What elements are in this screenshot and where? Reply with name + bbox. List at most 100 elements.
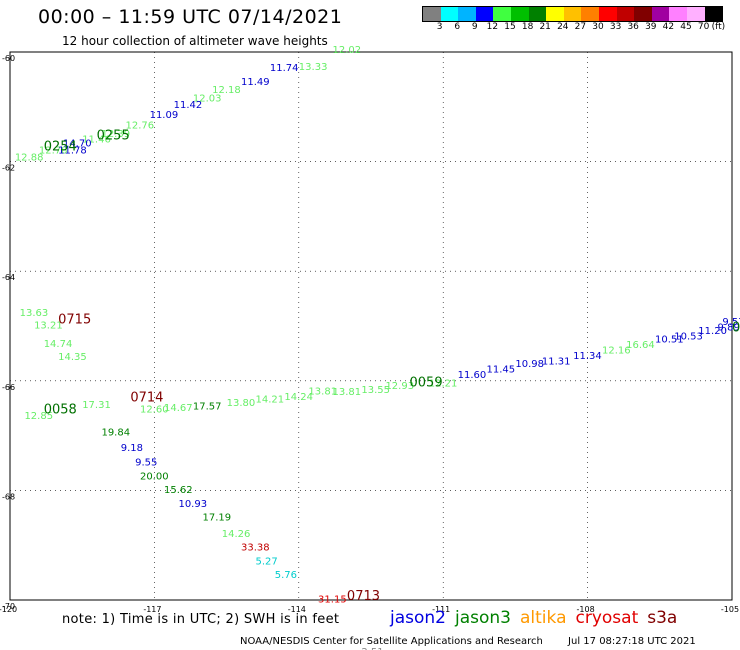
wave-height-label: 12.18 [212, 85, 241, 96]
wave-height-label: 11.09 [150, 110, 179, 121]
pass-time-label: 0715 [58, 312, 91, 327]
pass-time-label: 0714 [130, 391, 163, 406]
footer: NOAA/NESDIS Center for Satellite Applica… [240, 636, 696, 647]
wave-height-label: 12.39 [101, 129, 130, 140]
color-swatch [634, 7, 652, 21]
wave-height-label: 12.60 [140, 405, 169, 416]
lat-tick-label: -66 [2, 383, 15, 392]
color-scale-label: 6 [454, 22, 461, 32]
wave-height-label: 12.85 [24, 411, 53, 422]
wave-height-label: 9.57 [722, 317, 740, 328]
wave-height-label: 11.20 [698, 326, 727, 337]
color-scale-label: 45 [680, 22, 692, 32]
color-swatch [458, 7, 476, 21]
wave-height-label: 13.21 [34, 321, 63, 332]
color-scale-label: 21 [539, 22, 551, 32]
wave-height-label: 13.63 [20, 308, 49, 319]
color-scale-label: 3 [436, 22, 443, 32]
lat-tick-label: -68 [2, 492, 15, 501]
generated-timestamp: Jul 17 08:27:18 UTC 2021 [568, 636, 696, 647]
legend-entry-jason2: jason2 [390, 608, 446, 628]
wave-height-label: 9.18 [121, 443, 143, 454]
lon-tick-label: -117 [143, 605, 161, 614]
color-scale-labels: 3 6 9 12 15 18 21 24 27 30 33 36 39 42 45 70 (ft) [422, 22, 740, 34]
wave-height-label: 14.70 [63, 138, 92, 149]
lat-tick-label: -64 [2, 273, 15, 282]
axis-tick-labels: -120 -117 -114 -111 -108 -105 -60 -62 -64 -66 -68 -… [0, 54, 739, 614]
wave-height-label: 14.24 [284, 392, 313, 403]
wave-height-label: 13.55 [361, 385, 390, 396]
wave-height-label: 14.35 [58, 352, 87, 363]
wave-height-label: 10.53 [674, 332, 703, 343]
wave-height-label: 13.33 [299, 62, 328, 73]
wave-height-label: 16.64 [626, 340, 655, 351]
color-swatch [616, 7, 635, 21]
pass-time-label: 0255 [97, 129, 130, 144]
wave-height-label: 17.31 [82, 400, 111, 411]
graticule [9, 51, 733, 601]
color-swatch [598, 7, 617, 21]
legend-entry-altika: altika [520, 608, 567, 628]
wave-height-label: 12.76 [126, 121, 155, 132]
wave-height-label: 11.46 [82, 134, 111, 145]
wave-height-label: 9.89 [718, 322, 740, 333]
wave-height-label: 12.88 [15, 153, 44, 164]
color-swatch [563, 7, 582, 21]
units-note: note: 1) Time is in UTC; 2) SWH is in fe… [62, 612, 340, 627]
wave-height-label: 10.51 [655, 334, 684, 345]
wave-height-label: 13.81 [332, 387, 361, 398]
pass-time-labels: 0254 0255 0715 0714 0058 0059 0100 0713 [44, 129, 740, 604]
color-scale-label: 33 [609, 22, 622, 32]
lon-tick-label: -108 [577, 605, 595, 614]
wave-height-label: 12.03 [193, 93, 222, 104]
lat-tick-label: -60 [2, 54, 15, 63]
color-swatch [475, 7, 494, 21]
wave-height-label: 20.00 [140, 471, 169, 482]
color-swatch [493, 7, 511, 21]
wave-height-label: 33.38 [241, 543, 270, 554]
wave-height-label: 14.74 [44, 339, 73, 350]
wave-height-label: 5.76 [275, 570, 297, 581]
wave-height-label: 12.16 [602, 345, 631, 356]
color-scale-label: 9 [471, 22, 478, 32]
color-swatch [581, 7, 599, 21]
wave-height-label: 11.49 [241, 77, 270, 88]
legend-entry-s3a: s3a [647, 608, 678, 628]
color-scale-label: 36 [627, 22, 639, 32]
color-scale-bar [422, 6, 724, 22]
color-scale-label: 39 [645, 22, 657, 32]
wave-height-label: 14.26 [222, 529, 251, 540]
color-scale-label: 18 [521, 22, 534, 32]
wave-height-label: 13.81 [308, 387, 337, 398]
color-swatch [704, 7, 723, 21]
color-scale-label: 15 [504, 22, 516, 32]
wave-height-label: 31.15 [318, 595, 347, 606]
color-swatch [651, 7, 670, 21]
wave-height-label: 13.80 [227, 398, 256, 409]
lon-tick-label: -120 [0, 605, 17, 614]
pass-time-label: 0254 [44, 140, 77, 155]
wave-height-label: 11.31 [542, 356, 571, 367]
color-scale-label: 12 [486, 22, 499, 32]
color-scale-label: (ft) [711, 22, 726, 32]
color-scale-label: 27 [574, 22, 587, 32]
color-swatch [546, 7, 564, 21]
color-swatch [510, 7, 529, 21]
color-scale-label: 24 [557, 22, 569, 32]
wave-height-label: 5.27 [255, 556, 277, 567]
legend-entry-jason3: jason3 [455, 608, 511, 628]
lon-tick-label: -111 [432, 605, 450, 614]
pass-time-label: 0058 [44, 403, 77, 418]
page-subtitle: 12 hour collection of altimeter wave hei… [62, 34, 328, 48]
wave-height-label: 12.93 [385, 381, 414, 392]
wave-height-label: 11.60 [458, 370, 487, 381]
wave-height-label: 11.45 [487, 365, 516, 376]
wave-height-label: 19.84 [101, 428, 130, 439]
lat-tick-label: -62 [2, 164, 15, 173]
wave-height-label: 12.78 [39, 145, 68, 156]
color-swatch [423, 7, 441, 21]
pass-time-label: 0100 [732, 320, 740, 335]
pass-time-label: 0713 [347, 589, 380, 604]
wave-height-label: 11.74 [270, 63, 299, 74]
